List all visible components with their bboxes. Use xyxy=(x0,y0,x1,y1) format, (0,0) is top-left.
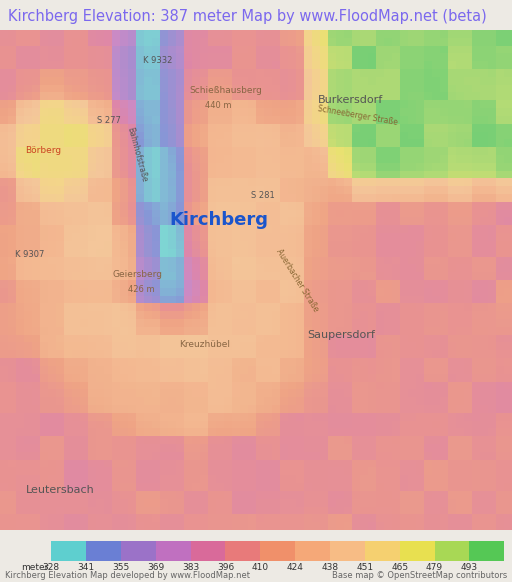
Bar xyxy=(260,541,295,561)
Text: 369: 369 xyxy=(147,563,164,572)
Text: Kirchberg Elevation: 387 meter Map by www.FloodMap.net (beta): Kirchberg Elevation: 387 meter Map by ww… xyxy=(8,9,486,24)
Text: 440 m: 440 m xyxy=(205,101,231,109)
Bar xyxy=(51,541,86,561)
Text: S 281: S 281 xyxy=(251,190,274,200)
Text: Kirchberg Elevation Map developed by www.FloodMap.net: Kirchberg Elevation Map developed by www… xyxy=(5,571,250,580)
Bar xyxy=(365,541,400,561)
Text: 410: 410 xyxy=(252,563,269,572)
Text: K 9307: K 9307 xyxy=(15,250,45,260)
Text: meter: meter xyxy=(22,563,49,572)
Text: 424: 424 xyxy=(287,563,304,572)
Text: 465: 465 xyxy=(391,563,408,572)
Text: 396: 396 xyxy=(217,563,234,572)
Text: Base map © OpenStreetMap contributors: Base map © OpenStreetMap contributors xyxy=(332,571,507,580)
Bar xyxy=(190,541,225,561)
Text: Kirchberg: Kirchberg xyxy=(169,211,268,229)
Text: Kreuzhübel: Kreuzhübel xyxy=(179,340,230,349)
Bar xyxy=(225,541,260,561)
Bar xyxy=(330,541,365,561)
Text: Saupersdorf: Saupersdorf xyxy=(307,330,375,340)
Text: Auerbacher Straße: Auerbacher Straße xyxy=(274,247,320,313)
Text: Börberg: Börberg xyxy=(26,146,62,155)
Text: K 9332: K 9332 xyxy=(143,56,173,65)
Text: Schießhausberg: Schießhausberg xyxy=(189,86,262,95)
Text: 479: 479 xyxy=(426,563,443,572)
Text: 383: 383 xyxy=(182,563,199,572)
Text: 438: 438 xyxy=(322,563,338,572)
Bar xyxy=(86,541,121,561)
Text: 451: 451 xyxy=(356,563,373,572)
Bar xyxy=(435,541,470,561)
Text: S 277: S 277 xyxy=(97,116,121,125)
Text: Schneeberger Straße: Schneeberger Straße xyxy=(317,104,399,127)
Text: 426 m: 426 m xyxy=(128,285,155,294)
Text: 355: 355 xyxy=(112,563,130,572)
Bar xyxy=(470,541,504,561)
Bar xyxy=(400,541,435,561)
Text: Bahnhofstraße: Bahnhofstraße xyxy=(125,127,149,183)
Bar xyxy=(295,541,330,561)
Text: Geiersberg: Geiersberg xyxy=(113,271,163,279)
Text: Burkersdorf: Burkersdorf xyxy=(317,95,382,105)
Text: 341: 341 xyxy=(77,563,95,572)
Text: 328: 328 xyxy=(42,563,60,572)
Text: Leutersbach: Leutersbach xyxy=(26,485,94,495)
Text: 493: 493 xyxy=(461,563,478,572)
Bar xyxy=(121,541,156,561)
Bar xyxy=(156,541,190,561)
